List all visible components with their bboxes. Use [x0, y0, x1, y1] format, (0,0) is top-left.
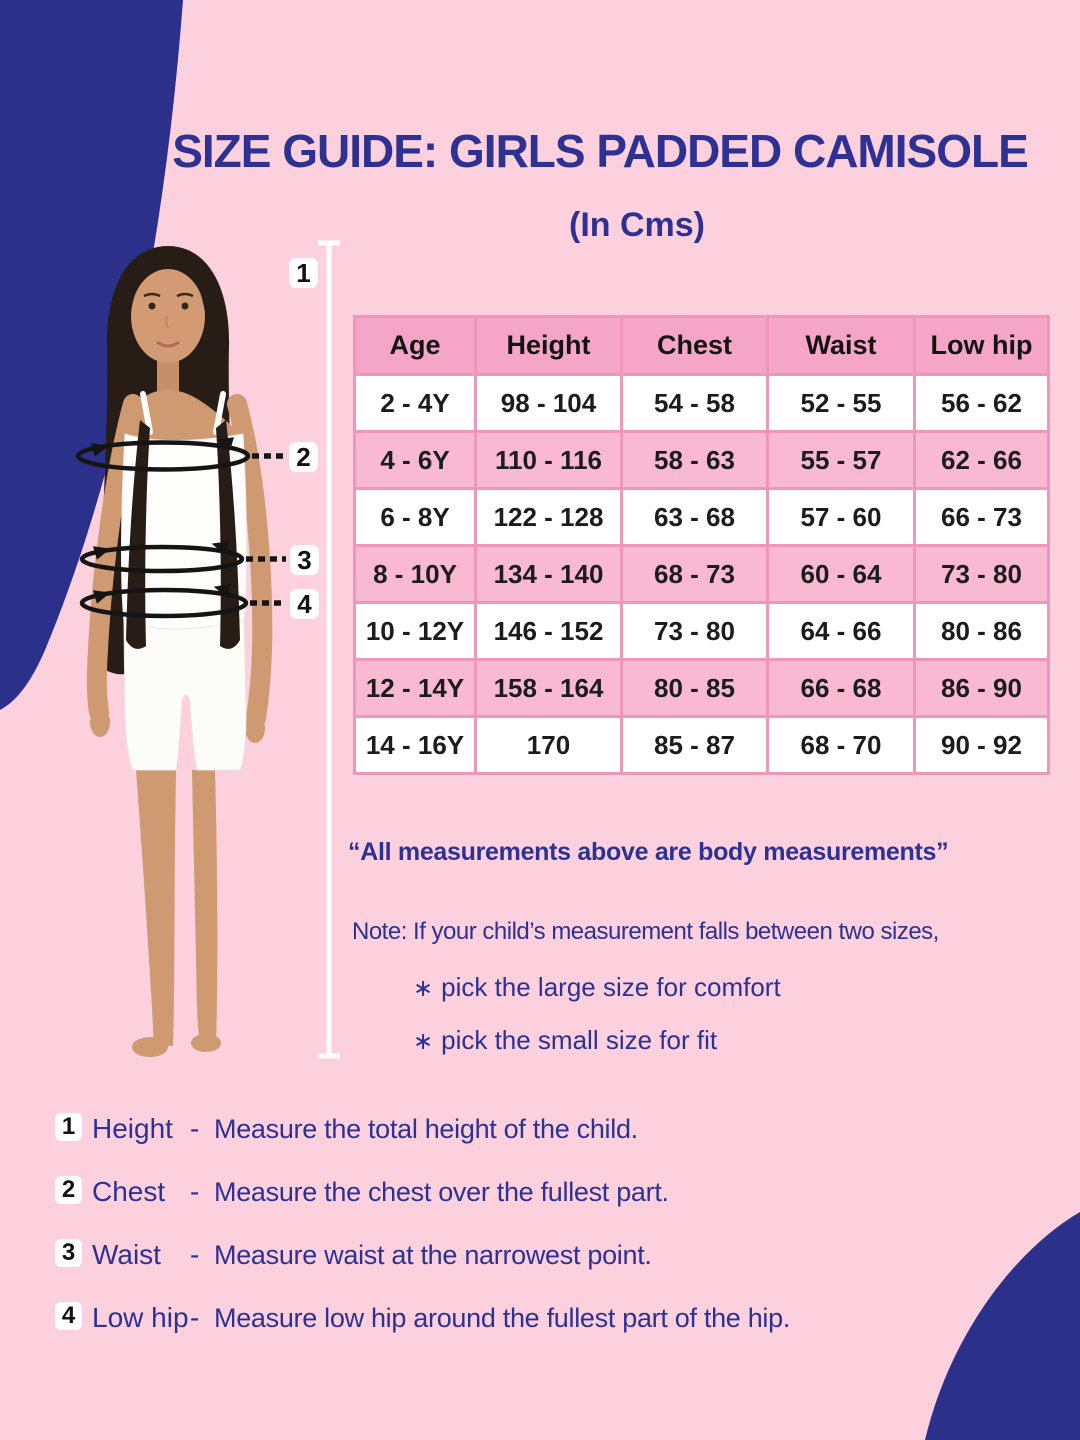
cell-age: 8 - 10Y	[353, 544, 477, 604]
cell-age: 2 - 4Y	[353, 373, 477, 433]
legend-row-chest: 2 Chest - Measure the chest over the ful…	[55, 1176, 1045, 1210]
col-header-age: Age	[353, 315, 477, 376]
table-row: 8 - 10Y 134 - 140 68 - 73 60 - 64 73 - 8…	[353, 544, 1050, 604]
height-ruler	[318, 240, 340, 1059]
cell-age: 10 - 12Y	[353, 601, 477, 661]
legend-separator: -	[190, 1113, 200, 1144]
legend-row-height: 1 Height - Measure the total height of t…	[55, 1113, 1045, 1147]
cell-waist: 64 - 66	[766, 601, 916, 661]
size-table: Age Height Chest Waist Low hip 2 - 4Y 98…	[353, 315, 1050, 775]
bullet-large-size: ∗ pick the large size for comfort	[413, 972, 1033, 1003]
marker-lowhip-4: 4	[290, 589, 319, 619]
marker-waist-3: 3	[290, 545, 319, 575]
cell-lowhip: 86 - 90	[913, 658, 1050, 718]
cell-lowhip: 80 - 86	[913, 601, 1050, 661]
chest-measure-ellipse	[75, 437, 286, 472]
col-header-chest: Chest	[620, 315, 769, 376]
legend-num-badge: 4	[55, 1302, 82, 1330]
col-header-waist: Waist	[766, 315, 916, 376]
marker-height-1: 1	[289, 258, 318, 288]
marker-chest-2: 2	[289, 442, 318, 472]
bullet-text: pick the large size for comfort	[441, 972, 781, 1002]
bullet-text: pick the small size for fit	[441, 1025, 718, 1055]
cell-lowhip: 62 - 66	[913, 430, 1050, 490]
legend-num-badge: 2	[55, 1176, 82, 1204]
hip-measure-ellipse	[79, 584, 286, 619]
col-header-lowhip: Low hip	[913, 315, 1050, 376]
page-title: SIZE GUIDE: GIRLS PADDED CAMISOLE	[172, 125, 1029, 177]
between-sizes-note: Note: If your child’s measurement falls …	[352, 918, 939, 945]
cell-waist: 57 - 60	[766, 487, 916, 547]
table-row: 4 - 6Y 110 - 116 58 - 63 55 - 57 62 - 66	[353, 430, 1050, 490]
legend-num-badge: 3	[55, 1239, 82, 1267]
legend-label: Waist	[92, 1239, 161, 1270]
cell-age: 4 - 6Y	[353, 430, 477, 490]
cell-height: 122 - 128	[474, 487, 623, 547]
legend-row-lowhip: 4 Low hip - Measure low hip around the f…	[55, 1302, 1045, 1336]
asterisk-icon: ∗	[413, 1028, 434, 1055]
cell-age: 6 - 8Y	[353, 487, 477, 547]
legend-separator: -	[190, 1239, 200, 1270]
legend-description: Measure the total height of the child.	[214, 1114, 638, 1144]
table-row: 6 - 8Y 122 - 128 63 - 68 57 - 60 66 - 73	[353, 487, 1050, 547]
cell-height: 146 - 152	[474, 601, 623, 661]
cell-chest: 54 - 58	[620, 373, 769, 433]
cell-chest: 80 - 85	[620, 658, 769, 718]
cell-height: 170	[474, 715, 623, 775]
legend-row-waist: 3 Waist - Measure waist at the narrowest…	[55, 1239, 1045, 1273]
cell-age: 14 - 16Y	[353, 715, 477, 775]
girl-face	[131, 254, 205, 363]
legend-num-badge: 1	[55, 1113, 82, 1141]
table-row: 2 - 4Y 98 - 104 54 - 58 52 - 55 56 - 62	[353, 373, 1050, 433]
body-measurements-quote: “All measurements above are body measure…	[348, 838, 949, 866]
cell-chest: 73 - 80	[620, 601, 769, 661]
cell-chest: 63 - 68	[620, 487, 769, 547]
legend-description: Measure low hip around the fullest part …	[214, 1303, 791, 1333]
legend-label: Chest	[92, 1176, 166, 1207]
legend-separator: -	[190, 1176, 200, 1207]
legend-label: Height	[92, 1113, 173, 1144]
cell-lowhip: 73 - 80	[913, 544, 1050, 604]
legend-description: Measure the chest over the fullest part.	[214, 1177, 669, 1207]
cell-lowhip: 56 - 62	[913, 373, 1050, 433]
cell-lowhip: 66 - 73	[913, 487, 1050, 547]
cell-height: 134 - 140	[474, 544, 623, 604]
cell-height: 110 - 116	[474, 430, 623, 490]
waist-measure-ellipse	[79, 541, 286, 574]
cell-waist: 60 - 64	[766, 544, 916, 604]
cell-chest: 68 - 73	[620, 544, 769, 604]
table-row: 12 - 14Y 158 - 164 80 - 85 66 - 68 86 - …	[353, 658, 1050, 718]
page-subtitle: (In Cms)	[569, 206, 705, 244]
legend-label: Low hip	[92, 1302, 189, 1333]
girl-neck	[157, 352, 179, 398]
legend-description: Measure waist at the narrowest point.	[214, 1240, 652, 1270]
cell-waist: 66 - 68	[766, 658, 916, 718]
girl-camisole	[120, 391, 248, 631]
cell-height: 158 - 164	[474, 658, 623, 718]
asterisk-icon: ∗	[413, 975, 434, 1002]
bullet-small-size: ∗ pick the small size for fit	[413, 1025, 1033, 1056]
cell-height: 98 - 104	[474, 373, 623, 433]
size-table-header: Age Height Chest Waist Low hip	[353, 315, 1050, 376]
cell-waist: 55 - 57	[766, 430, 916, 490]
table-row: 14 - 16Y 170 85 - 87 68 - 70 90 - 92	[353, 715, 1050, 775]
col-header-height: Height	[474, 315, 623, 376]
girl-legs	[132, 770, 221, 1057]
cell-age: 12 - 14Y	[353, 658, 477, 718]
cell-lowhip: 90 - 92	[913, 715, 1050, 775]
cell-waist: 68 - 70	[766, 715, 916, 775]
cell-chest: 85 - 87	[620, 715, 769, 775]
legend-separator: -	[190, 1302, 200, 1333]
cell-waist: 52 - 55	[766, 373, 916, 433]
cell-chest: 58 - 63	[620, 430, 769, 490]
table-row: 10 - 12Y 146 - 152 73 - 80 64 - 66 80 - …	[353, 601, 1050, 661]
